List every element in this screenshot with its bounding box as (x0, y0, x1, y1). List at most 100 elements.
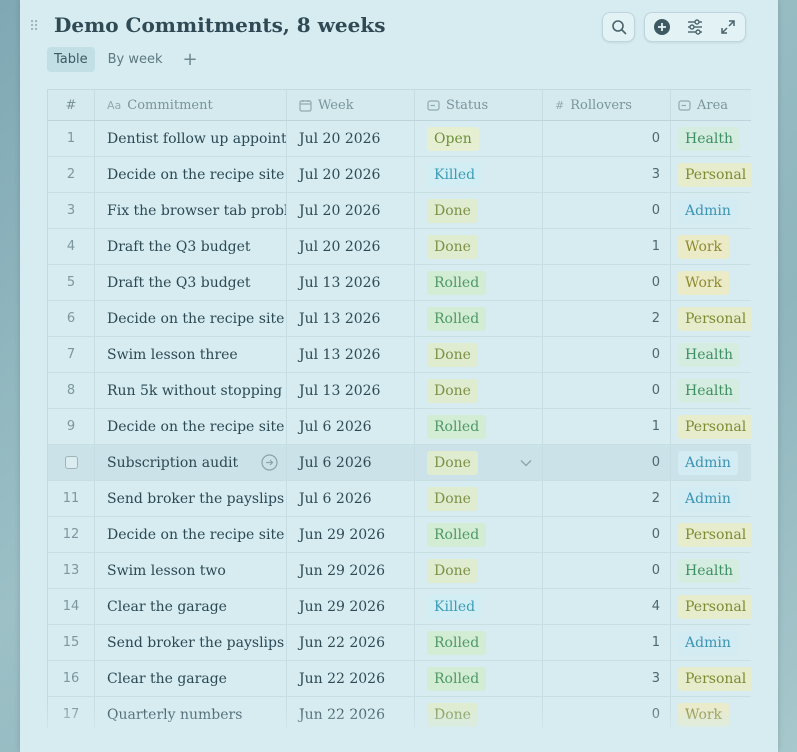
rollovers-cell[interactable]: 0 (543, 445, 671, 480)
week-cell[interactable]: Jul 13 2026 (287, 265, 415, 300)
rollovers-cell[interactable]: 0 (543, 697, 671, 729)
table-row[interactable]: 15 Send broker the payslips Jun 22 2026 Rol… (48, 625, 751, 661)
table-row[interactable]: Subscription audit Jul 6 2026 Done 0 Admin (48, 445, 751, 481)
commitment-cell[interactable]: Clear the garage (95, 589, 287, 624)
rollovers-cell[interactable]: 1 (543, 409, 671, 444)
rollovers-cell[interactable]: 3 (543, 157, 671, 192)
status-cell[interactable]: Rolled (415, 265, 543, 300)
table-row[interactable]: 16 Clear the garage Jun 22 2026 Rolled 3 Pers… (48, 661, 751, 697)
rollovers-cell[interactable]: 1 (543, 229, 671, 264)
table-row[interactable]: 7 Swim lesson three Jul 13 2026 Done 0 Health (48, 337, 751, 373)
status-cell[interactable]: Done (415, 445, 543, 480)
commitment-cell[interactable]: Send broker the payslips (95, 481, 287, 516)
table-row[interactable]: 9 Decide on the recipe site Jul 6 2026 Roll… (48, 409, 751, 445)
week-cell[interactable]: Jul 20 2026 (287, 229, 415, 264)
row-select-checkbox[interactable] (64, 456, 78, 469)
week-cell[interactable]: Jul 13 2026 (287, 301, 415, 336)
table-row[interactable]: 6 Decide on the recipe site Jul 13 2026 Rol… (48, 301, 751, 337)
table-row[interactable]: 1 Dentist follow up appointmentJul 20 202… (48, 121, 751, 157)
area-cell[interactable]: Health (671, 121, 751, 156)
table-row[interactable]: 13 Swim lesson two Jun 29 2026 Done 0 Health (48, 553, 751, 589)
area-cell[interactable]: Work (671, 697, 751, 729)
area-cell[interactable]: Work (671, 265, 751, 300)
status-cell[interactable]: Rolled (415, 517, 543, 552)
week-cell[interactable]: Jun 29 2026 (287, 553, 415, 588)
status-cell[interactable]: Done (415, 553, 543, 588)
column-header-status[interactable]: Status (415, 90, 543, 120)
commitment-cell[interactable]: Subscription audit (95, 445, 287, 480)
commitment-cell[interactable]: Decide on the recipe site (95, 409, 287, 444)
area-cell[interactable]: Health (671, 553, 751, 588)
week-cell[interactable]: Jun 22 2026 (287, 661, 415, 696)
chevron-down-icon[interactable] (520, 459, 532, 467)
area-cell[interactable]: Work (671, 229, 751, 264)
area-cell[interactable]: Personal (671, 517, 751, 552)
week-cell[interactable]: Jul 20 2026 (287, 121, 415, 156)
commitment-cell[interactable]: Fix the browser tab problem (95, 193, 287, 228)
table-row[interactable]: 11 Send broker the payslips Jul 6 2026 Done… (48, 481, 751, 517)
column-header-area[interactable]: Area (671, 90, 751, 120)
rollovers-cell[interactable]: 2 (543, 301, 671, 336)
commitment-cell[interactable]: Swim lesson two (95, 553, 287, 588)
add-button[interactable] (648, 15, 676, 39)
status-cell[interactable]: Rolled (415, 301, 543, 336)
week-cell[interactable]: Jul 6 2026 (287, 409, 415, 444)
commitment-cell[interactable]: Clear the garage (95, 661, 287, 696)
week-cell[interactable]: Jul 13 2026 (287, 373, 415, 408)
week-cell[interactable]: Jun 22 2026 (287, 697, 415, 729)
area-cell[interactable]: Personal (671, 301, 751, 336)
status-cell[interactable]: Done (415, 697, 543, 729)
rollovers-cell[interactable]: 2 (543, 481, 671, 516)
week-cell[interactable]: Jun 22 2026 (287, 625, 415, 660)
open-page-icon[interactable] (261, 454, 278, 471)
week-cell[interactable]: Jul 13 2026 (287, 337, 415, 372)
tab-by-week[interactable]: By week (107, 52, 163, 67)
table-row[interactable]: 17 Quarterly numbers Jun 22 2026 Done 0 Work (48, 697, 751, 729)
commitment-cell[interactable]: Run 5k without stopping (95, 373, 287, 408)
expand-button[interactable] (714, 15, 742, 39)
week-cell[interactable]: Jul 6 2026 (287, 445, 415, 480)
commitment-cell[interactable]: Decide on the recipe site (95, 517, 287, 552)
status-cell[interactable]: Done (415, 229, 543, 264)
drag-handle-icon[interactable]: ⠿ (29, 19, 39, 35)
area-cell[interactable]: Health (671, 373, 751, 408)
commitment-cell[interactable]: Draft the Q3 budget (95, 265, 287, 300)
status-cell[interactable]: Killed (415, 589, 543, 624)
week-cell[interactable]: Jun 29 2026 (287, 589, 415, 624)
tab-table[interactable]: Table (47, 47, 95, 72)
rollovers-cell[interactable]: 0 (543, 517, 671, 552)
rollovers-cell[interactable]: 3 (543, 661, 671, 696)
rollovers-cell[interactable]: 0 (543, 337, 671, 372)
rollovers-cell[interactable]: 0 (543, 193, 671, 228)
row-number[interactable] (48, 445, 95, 480)
commitment-cell[interactable]: Dentist follow up appointment (95, 121, 287, 156)
week-cell[interactable]: Jul 6 2026 (287, 481, 415, 516)
column-header-week[interactable]: Week (287, 90, 415, 120)
table-row[interactable]: 4 Draft the Q3 budget Jul 20 2026 Done 1 Work (48, 229, 751, 265)
week-cell[interactable]: Jul 20 2026 (287, 157, 415, 192)
rollovers-cell[interactable]: 0 (543, 373, 671, 408)
column-header-commitment[interactable]: Aa Commitment (95, 90, 287, 120)
rollovers-cell[interactable]: 0 (543, 553, 671, 588)
status-cell[interactable]: Rolled (415, 409, 543, 444)
column-header-rollovers[interactable]: # Rollovers (543, 90, 671, 120)
rollovers-cell[interactable]: 4 (543, 589, 671, 624)
status-cell[interactable]: Done (415, 193, 543, 228)
area-cell[interactable]: Admin (671, 445, 751, 480)
commitment-cell[interactable]: Decide on the recipe site (95, 301, 287, 336)
status-cell[interactable]: Open (415, 121, 543, 156)
table-row[interactable]: 2 Decide on the recipe site Jul 20 2026 Kil… (48, 157, 751, 193)
area-cell[interactable]: Personal (671, 157, 751, 192)
area-cell[interactable]: Health (671, 337, 751, 372)
area-cell[interactable]: Personal (671, 589, 751, 624)
status-cell[interactable]: Rolled (415, 625, 543, 660)
add-view-button[interactable]: + (182, 49, 198, 70)
search-button[interactable] (605, 15, 633, 39)
table-row[interactable]: 12 Decide on the recipe site Jun 29 2026 Ro… (48, 517, 751, 553)
status-cell[interactable]: Rolled (415, 661, 543, 696)
commitment-cell[interactable]: Swim lesson three (95, 337, 287, 372)
area-cell[interactable]: Admin (671, 481, 751, 516)
table-row[interactable]: 14 Clear the garage Jun 29 2026 Killed 4 Pers… (48, 589, 751, 625)
area-cell[interactable]: Personal (671, 661, 751, 696)
table-row[interactable]: 3 Fix the browser tab problemJul 20 2026 D… (48, 193, 751, 229)
